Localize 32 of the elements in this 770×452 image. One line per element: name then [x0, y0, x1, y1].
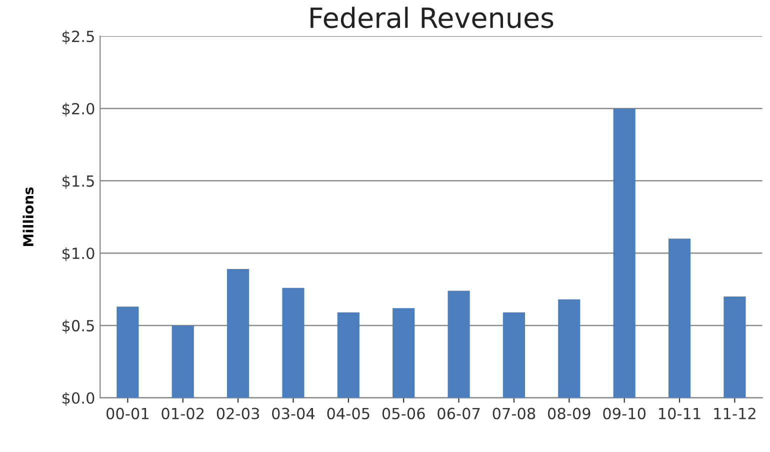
- bar: [116, 306, 139, 398]
- bar: [337, 312, 360, 398]
- x-tick-label: 06-07: [438, 408, 480, 420]
- bar: [668, 238, 691, 398]
- bar: [227, 269, 250, 398]
- y-tick-label: $1.0: [62, 247, 94, 262]
- x-tick-label: 03-04: [272, 408, 315, 420]
- x-tick-label: 04-05: [327, 408, 370, 420]
- y-tick-label: $0.0: [62, 392, 94, 406]
- x-tick-label: 10-11: [659, 408, 700, 420]
- bar: [502, 312, 526, 398]
- chart-title: Federal Revenues: [310, 6, 554, 28]
- x-tick-label: 01-02: [162, 408, 204, 420]
- bar: [558, 299, 580, 398]
- x-tick-label: 09-10: [603, 408, 646, 420]
- x-tick-label: 00-01: [106, 408, 148, 420]
- x-tick-label: 02-03: [216, 408, 260, 420]
- y-tick-label: $0.5: [62, 320, 94, 334]
- y-tick-label: $2.5: [62, 30, 94, 44]
- bar: [448, 290, 470, 398]
- x-tick-label: 05-06: [382, 408, 425, 420]
- bar: [613, 108, 636, 398]
- y-tick-label: $2.0: [62, 102, 94, 117]
- bar: [392, 308, 415, 398]
- x-tick-label: 11-12: [714, 408, 756, 420]
- bar: [282, 288, 304, 398]
- bar: [172, 325, 194, 398]
- y-tick-label: $1.5: [62, 174, 94, 189]
- x-tick-label: 07-08: [492, 408, 536, 420]
- x-tick-label: 08-09: [548, 408, 590, 420]
- bar: [724, 296, 746, 398]
- y-axis-title: Millions: [22, 187, 34, 246]
